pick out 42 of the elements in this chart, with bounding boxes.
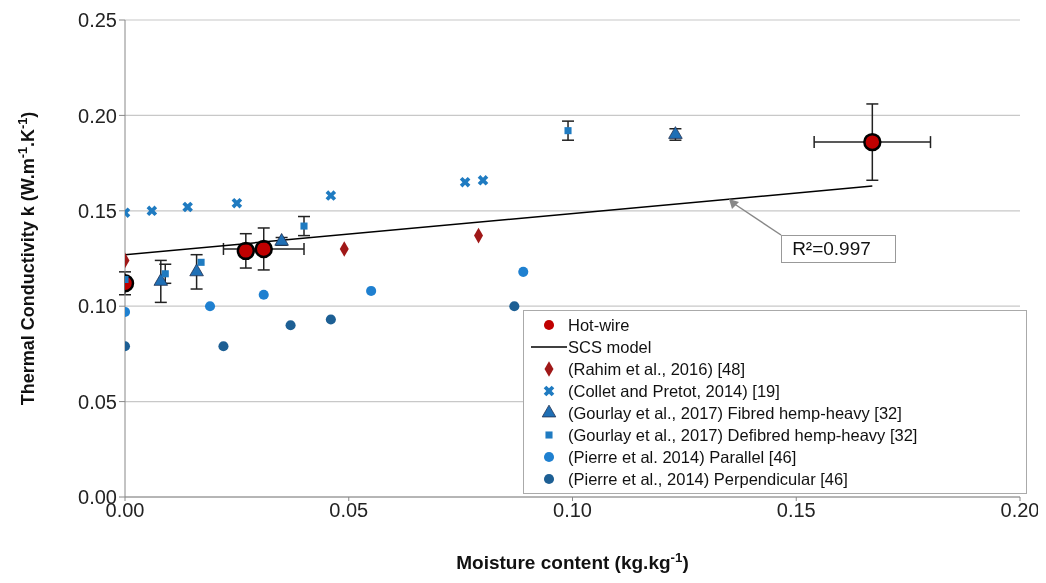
point (325, 190, 337, 201)
point (477, 174, 489, 186)
y-tick-label: 0.15 (78, 199, 117, 222)
y-tick-label: 0.05 (78, 390, 117, 413)
x-tick-label: 0.20 (1000, 499, 1040, 522)
point (564, 127, 572, 135)
point (300, 222, 308, 230)
x-tick-label: 0.10 (553, 499, 592, 522)
point (518, 266, 529, 277)
point (189, 263, 204, 277)
x-axis-title: Moisture content (kg.kg$^{-1}$) (456, 549, 689, 573)
y-tick-label: 0.20 (78, 104, 117, 127)
point (509, 301, 520, 312)
legend-label: (Pierre et al., 2014) Perpendicular [46] (568, 469, 848, 489)
point (161, 270, 169, 278)
point (258, 289, 269, 300)
x-tick-label: 0.15 (776, 499, 816, 522)
legend-label: (Collet and Pretot, 2014) [19] (568, 381, 780, 401)
point (459, 176, 471, 188)
point (218, 341, 229, 352)
legend-label: (Rahim et al., 2016) [48] (568, 359, 746, 379)
point (197, 258, 205, 266)
point (285, 320, 296, 331)
point (366, 285, 377, 296)
legend-label: (Gourlay et al., 2017) Fibred hemp-heavy [32] (568, 403, 902, 423)
point (236, 241, 256, 261)
legend-label: (Pierre et al. 2014) Parallel [46] (568, 447, 797, 467)
legend-label: (Gourlay et al., 2017) Defibred hemp-heavy [32] (568, 425, 918, 445)
annotation: R²=0.997 (781, 235, 896, 264)
x-tick-label: 0.05 (329, 499, 369, 522)
y-tick-label: 0.10 (78, 295, 117, 318)
point (204, 301, 216, 312)
legend-label: SCS model (568, 337, 652, 357)
point (863, 132, 882, 152)
point (153, 273, 168, 286)
point (254, 239, 273, 259)
y-tick-label: 0.25 (78, 9, 117, 32)
point (325, 314, 336, 325)
point (231, 197, 243, 209)
point (182, 201, 193, 213)
legend-label: Hot-wire (568, 315, 630, 335)
point (146, 205, 158, 217)
